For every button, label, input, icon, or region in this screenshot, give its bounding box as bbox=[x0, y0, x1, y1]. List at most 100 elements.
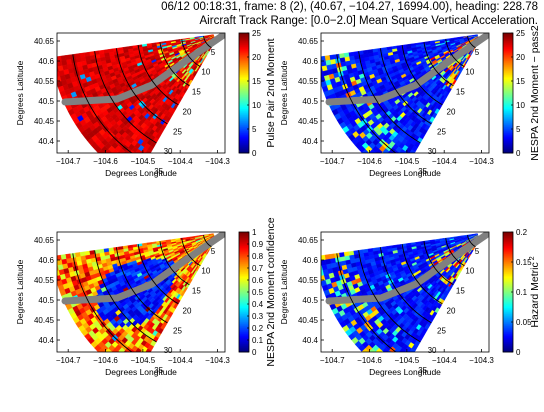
range-ring bbox=[181, 238, 201, 267]
colorbar-tick-label: 0 bbox=[516, 149, 521, 158]
x-tick-label: −104.5 bbox=[395, 356, 420, 365]
aircraft-track bbox=[61, 33, 225, 106]
range-ring-label: 5 bbox=[211, 48, 216, 57]
range-ring-label: 10 bbox=[201, 68, 210, 77]
colorbar-tick-label: 0.1 bbox=[516, 288, 528, 297]
y-tick-label: 40.55 bbox=[34, 276, 55, 285]
y-tick-label: 40.6 bbox=[38, 256, 54, 265]
colorbar-tick-label: 15 bbox=[252, 77, 261, 86]
colorbar-label: NESPA 2nd Moment confidence bbox=[265, 217, 277, 366]
axes-frame bbox=[56, 231, 226, 353]
y-tick-label: 40.65 bbox=[298, 37, 319, 46]
x-tick-label: −104.3 bbox=[205, 157, 230, 166]
x-tick-label: −104.5 bbox=[395, 157, 420, 166]
range-ring-label: 35 bbox=[154, 366, 163, 375]
x-tick-label: −104.4 bbox=[168, 157, 193, 166]
range-ring bbox=[358, 51, 421, 144]
y-tick-label: 40.45 bbox=[34, 117, 55, 126]
range-ring bbox=[336, 54, 397, 153]
range-ring-label: 20 bbox=[183, 108, 192, 117]
range-ring bbox=[137, 45, 179, 106]
range-ring-label: 5 bbox=[211, 247, 216, 256]
colorbar-tick-label: 25 bbox=[516, 29, 525, 38]
colorbar-label: Pulse Pair 2nd Moment bbox=[265, 38, 277, 147]
range-ring-label: 15 bbox=[456, 287, 465, 296]
range-ring-label: 35 bbox=[154, 167, 163, 176]
range-ring bbox=[358, 250, 421, 343]
colorbar-tick-label: 0.05 bbox=[516, 318, 532, 327]
range-ring bbox=[159, 42, 190, 87]
range-ring-label: 25 bbox=[173, 127, 182, 136]
range-ring bbox=[115, 247, 168, 324]
y-tick-label: 40.55 bbox=[298, 77, 319, 86]
colorbar-tick-label: 20 bbox=[516, 53, 525, 62]
x-tick-label: −104.6 bbox=[93, 356, 118, 365]
x-tick-label: −104.6 bbox=[357, 356, 382, 365]
y-tick-label: 40.45 bbox=[34, 316, 55, 325]
range-ring-label: 25 bbox=[437, 127, 446, 136]
range-ring-label: 15 bbox=[192, 88, 201, 97]
y-tick-label: 40.65 bbox=[298, 236, 319, 245]
range-ring bbox=[115, 48, 168, 125]
colorbar-tick-label: 5 bbox=[252, 125, 257, 134]
range-ring-label: 30 bbox=[428, 147, 437, 156]
axes-frame bbox=[56, 32, 226, 154]
y-tick-label: 40.5 bbox=[302, 97, 318, 106]
colorbar-tick-label: 0.7 bbox=[252, 264, 264, 273]
colorbar-tick-label: 25 bbox=[252, 29, 261, 38]
x-tick-label: −104.7 bbox=[56, 356, 81, 365]
range-ring bbox=[72, 253, 133, 352]
y-tick-label: 40.4 bbox=[38, 137, 54, 146]
y-tick-label: 40.45 bbox=[298, 316, 319, 325]
colorbar-tick-label: 20 bbox=[252, 53, 261, 62]
x-tick-label: −104.7 bbox=[320, 157, 345, 166]
chart-panel-1: 5 10 15 20 25 30 35 −104.7 −104.6 −104.5 −104.4 −10… bbox=[15, 29, 277, 178]
colorbar-label: NESPA 2nd Moment − pass2 bbox=[529, 25, 541, 161]
y-tick-label: 40.6 bbox=[302, 256, 318, 265]
range-ring bbox=[379, 48, 432, 125]
range-ring bbox=[445, 238, 465, 267]
colorbar-tick-label: 0.2 bbox=[516, 228, 528, 237]
y-tick-label: 40.6 bbox=[302, 57, 318, 66]
range-ring-label: 10 bbox=[465, 68, 474, 77]
x-axis-label: Degrees Longitude bbox=[105, 168, 177, 178]
aircraft-track bbox=[325, 33, 489, 106]
colorbar bbox=[238, 32, 250, 154]
colorbar-tick-label: 0 bbox=[252, 348, 257, 357]
y-axis-label: Degrees Latitude bbox=[279, 259, 289, 324]
range-ring bbox=[181, 39, 201, 68]
range-ring bbox=[94, 51, 157, 144]
colorbar-tick-label: 10 bbox=[252, 101, 261, 110]
range-ring-label: 20 bbox=[183, 307, 192, 316]
figure-header: 06/12 00:18:31, frame: 8 (2), (40.67, −1… bbox=[0, 0, 544, 28]
heatmap-layer bbox=[321, 33, 489, 153]
range-ring bbox=[401, 244, 443, 305]
range-ring-label: 15 bbox=[456, 88, 465, 97]
colorbar-tick-label: 0.8 bbox=[252, 252, 264, 261]
range-ring bbox=[423, 42, 454, 87]
colorbar-label: Hazard Metric 2 bbox=[529, 256, 541, 327]
colorbar-tick-label: 5 bbox=[516, 125, 521, 134]
range-ring-label: 15 bbox=[192, 287, 201, 296]
x-tick-label: −104.5 bbox=[131, 157, 156, 166]
colorbar-tick-label: 15 bbox=[516, 77, 525, 86]
chart-panel-2: 5 10 15 20 25 30 35 −104.7 −104.6 −104.5 −104.4 −10… bbox=[279, 25, 541, 178]
range-ring-label: 30 bbox=[428, 346, 437, 355]
range-ring-label: 25 bbox=[437, 326, 446, 335]
range-ring-label: 35 bbox=[418, 366, 427, 375]
y-tick-label: 40.4 bbox=[38, 336, 54, 345]
y-tick-label: 40.45 bbox=[298, 117, 319, 126]
range-ring-label: 10 bbox=[465, 267, 474, 276]
y-tick-label: 40.5 bbox=[38, 296, 54, 305]
y-axis-label: Degrees Latitude bbox=[15, 60, 25, 125]
x-tick-label: −104.3 bbox=[469, 356, 494, 365]
axes-frame bbox=[320, 32, 490, 154]
range-ring bbox=[94, 250, 157, 343]
aircraft-track bbox=[61, 232, 225, 305]
range-ring-label: 25 bbox=[173, 326, 182, 335]
x-axis-label: Degrees Longitude bbox=[105, 367, 177, 377]
x-tick-label: −104.4 bbox=[432, 356, 457, 365]
range-ring bbox=[336, 253, 397, 352]
